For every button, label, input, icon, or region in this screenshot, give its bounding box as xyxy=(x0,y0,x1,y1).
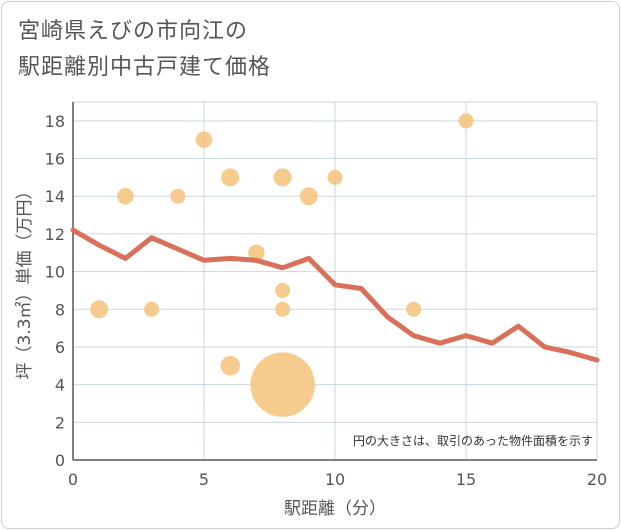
y-tick-label-0: 0 xyxy=(55,451,65,470)
data-point-6 xyxy=(220,356,240,376)
data-point-9 xyxy=(275,282,291,298)
x-tick-label-20: 20 xyxy=(587,470,607,489)
y-tick-label-8: 8 xyxy=(55,300,65,319)
x-tick-labels: 0 5 10 15 20 xyxy=(68,470,607,489)
y-tick-label-12: 12 xyxy=(45,225,65,244)
data-point-11 xyxy=(250,352,315,417)
x-axis-label: 駅距離（分） xyxy=(284,499,386,519)
y-tick-label-4: 4 xyxy=(55,376,65,395)
title-line-2: 駅距離別中古戸建て価格 xyxy=(18,55,272,80)
y-tick-label-16: 16 xyxy=(45,150,65,169)
data-point-0 xyxy=(90,300,109,319)
y-tick-labels: 0 2 4 6 8 10 12 14 16 18 xyxy=(45,112,65,470)
data-point-3 xyxy=(170,188,186,204)
data-points xyxy=(90,113,474,417)
y-tick-label-18: 18 xyxy=(45,112,65,131)
x-tick-label-15: 15 xyxy=(456,470,476,489)
data-point-15 xyxy=(458,113,474,129)
data-point-2 xyxy=(144,301,160,317)
data-point-1 xyxy=(117,187,134,205)
chart-title: 宮崎県えびの市向江の 駅距離別中古戸建て価格 xyxy=(18,14,271,86)
data-point-4 xyxy=(195,131,213,148)
data-point-14 xyxy=(406,301,422,317)
x-tick-label-0: 0 xyxy=(68,470,78,489)
axes xyxy=(72,102,597,461)
trend-line xyxy=(70,227,600,363)
data-point-12 xyxy=(299,187,318,206)
title-line-1: 宮崎県えびの市向江の xyxy=(18,19,249,44)
x-tick-label-5: 5 xyxy=(199,470,209,489)
data-point-13 xyxy=(327,169,343,185)
y-tick-label-14: 14 xyxy=(45,187,65,206)
data-point-10 xyxy=(275,301,291,317)
y-tick-label-10: 10 xyxy=(45,263,65,282)
data-point-8 xyxy=(273,168,292,187)
size-annotation: 円の大きさは、取引のあった物件面積を示す xyxy=(353,433,593,448)
y-tick-label-2: 2 xyxy=(55,413,65,432)
grid-lines xyxy=(73,101,598,460)
y-axis-label: 坪（3.3㎡）単価（万円） xyxy=(15,182,35,379)
y-tick-label-6: 6 xyxy=(55,338,65,357)
data-point-5 xyxy=(221,168,240,187)
data-point-7 xyxy=(248,244,265,261)
x-tick-label-10: 10 xyxy=(325,470,345,489)
